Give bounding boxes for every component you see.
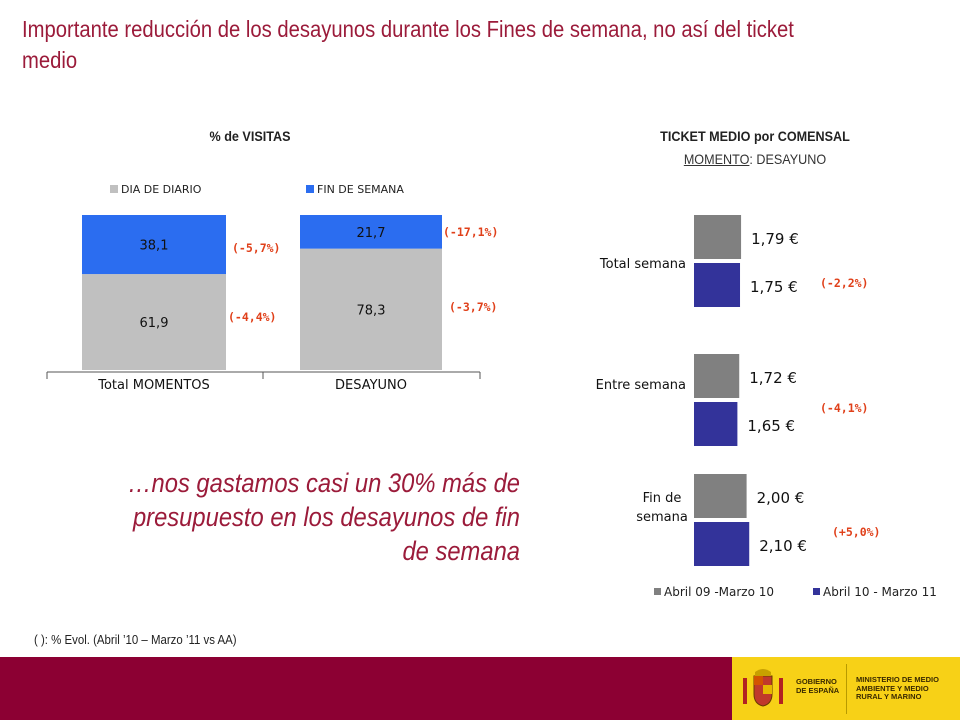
bar-dia-0 [82,274,226,370]
data-label: 61,9 [140,316,169,331]
ticket-value-label: 1,79 € [751,230,799,248]
legend-swatch [306,185,314,193]
ticket-bar-1-1 [694,402,738,446]
ticket-value-label: 2,00 € [757,489,805,507]
page-title: Importante reducción de los desayunos du… [22,16,794,73]
data-label: 21,7 [357,226,386,241]
data-label: 38,1 [140,239,169,254]
ticket-bar-0-2 [694,474,747,518]
ticket-subtitle-momento: MOMENTO [683,151,750,167]
ticket-evol-label: (-4,1%) [820,401,868,415]
ticket-evol-label: (+5,0%) [832,525,880,539]
legend-swatch [110,185,118,193]
gov-separator [846,664,847,714]
ticket-bar-0-1 [694,354,740,398]
x-tick-label: DESAYUNO [335,378,407,393]
legend-label: DIA DE DIARIO [121,183,202,196]
ticket-bar-0-0 [694,215,742,259]
category-label: Fin de [643,491,682,506]
bar-fin-1 [300,215,442,249]
evol-label: (-3,7%) [449,300,497,314]
ticket-legend-swatch [654,588,661,595]
ticket-evol-label: (-2,2%) [820,276,868,290]
ticket-value-label: 1,65 € [747,417,795,435]
data-label: 78,3 [357,303,386,318]
ticket-value-label: 2,10 € [759,537,807,555]
gov-gobierno-label: GOBIERNO DE ESPAÑA [796,677,840,695]
category-label: Total semana [599,257,686,272]
ticket-bar-1-0 [694,263,741,307]
ticket-value-label: 1,72 € [749,369,797,387]
ticket-subtitle-rest: : DESAYUNO [749,151,827,167]
ticket-legend-swatch [813,588,820,595]
category-label: Entre semana [596,378,686,393]
footnote: ( ): % Evol. (Abril ’10 – Marzo ’11 vs A… [34,632,237,647]
ticket-value-label: 1,75 € [750,278,798,296]
coat-of-arms-icon [743,669,783,707]
evol-label: (-17,1%) [443,225,498,239]
evol-label: (-4,4%) [228,310,276,324]
ticket-legend-label: Abril 10 - Marzo 11 [823,585,937,599]
legend-label: FIN DE SEMANA [317,183,404,196]
ticket-chart-subtitle: MOMENTO: DESAYUNO [607,151,904,167]
x-tick-label: Total MOMENTOS [97,378,210,393]
ticket-legend-label: Abril 09 -Marzo 10 [664,585,774,599]
evol-label: (-5,7%) [232,241,280,255]
bar-fin-0 [82,215,226,275]
ticket-bar-1-2 [694,522,750,566]
visitas-chart-title: % de VISITAS [209,128,291,144]
quote-text: …nos gastamos casi un 30% más de presupu… [127,468,521,566]
bar-dia-1 [300,248,442,370]
ticket-chart-title: TICKET MEDIO por COMENSAL [660,128,850,144]
category-label: semana [636,510,688,525]
gov-ministerio-label: MINISTERIO DE MEDIO AMBIENTE Y MEDIO RUR… [856,675,939,701]
